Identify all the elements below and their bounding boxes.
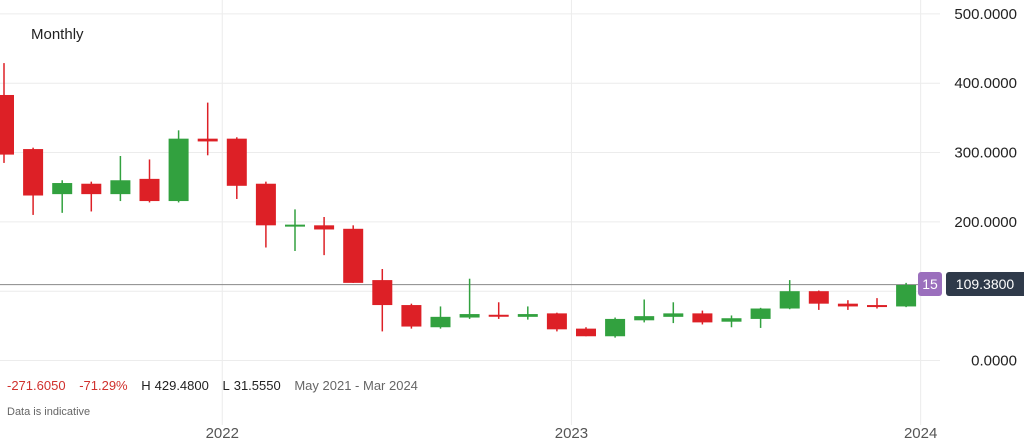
low-stat: L 31.5550 — [222, 378, 280, 393]
current-price-badge: 109.3800 — [946, 272, 1024, 296]
candle-body — [401, 305, 422, 327]
candle-body — [168, 138, 189, 202]
candle-body — [197, 138, 218, 142]
candle-body — [808, 291, 829, 304]
x-tick-label: 2022 — [206, 425, 239, 442]
candle-body — [721, 318, 742, 322]
high-value: 429.4800 — [154, 378, 209, 393]
candle-body — [226, 138, 247, 186]
candle-body — [314, 225, 335, 230]
candle-body — [867, 305, 887, 308]
low-value: 31.5550 — [233, 378, 281, 393]
price-change: -271.6050 — [7, 378, 66, 393]
candle-body — [0, 94, 14, 155]
candle-body — [663, 313, 684, 317]
candle-body — [837, 303, 858, 307]
y-tick-label: 300.0000 — [954, 145, 1017, 162]
stats-bar: -271.6050 -71.29% H 429.4800 L 31.5550 May… — [7, 378, 428, 393]
count-badge: 15 — [918, 272, 942, 296]
candle-body — [692, 313, 713, 323]
low-label: L — [222, 378, 230, 393]
candle-body — [750, 308, 771, 319]
candle-body — [255, 183, 276, 226]
candle-body — [517, 314, 538, 317]
high-label: H — [141, 378, 151, 393]
candle-body — [81, 183, 102, 195]
price-change-percent: -71.29% — [79, 378, 128, 393]
candle-body — [634, 316, 655, 321]
candle-body — [23, 149, 44, 196]
high-stat: H 429.4800 — [141, 378, 209, 393]
x-tick-label: 2023 — [555, 425, 588, 442]
date-range: May 2021 - Mar 2024 — [294, 378, 418, 393]
y-tick-label: 400.0000 — [954, 75, 1017, 92]
candle-body — [896, 284, 917, 307]
candle-body — [343, 228, 364, 283]
y-tick-label: 0.0000 — [971, 353, 1017, 370]
chart-title: Monthly — [31, 26, 84, 43]
candle-body — [285, 224, 305, 227]
candle-body — [546, 313, 567, 330]
candle-body — [372, 280, 393, 306]
candle-body — [52, 183, 73, 195]
x-tick-label: 2024 — [904, 425, 937, 442]
candle-body — [459, 314, 480, 318]
candle-body — [139, 178, 160, 202]
candle-body — [110, 180, 131, 195]
candle-body — [576, 328, 596, 337]
candle-body — [430, 316, 451, 328]
candle-body — [605, 318, 626, 337]
candle-body — [488, 314, 509, 317]
y-tick-label: 200.0000 — [954, 214, 1017, 231]
disclaimer-note: Data is indicative — [7, 406, 91, 418]
candle-body — [779, 291, 800, 309]
y-tick-label: 500.0000 — [954, 6, 1017, 23]
